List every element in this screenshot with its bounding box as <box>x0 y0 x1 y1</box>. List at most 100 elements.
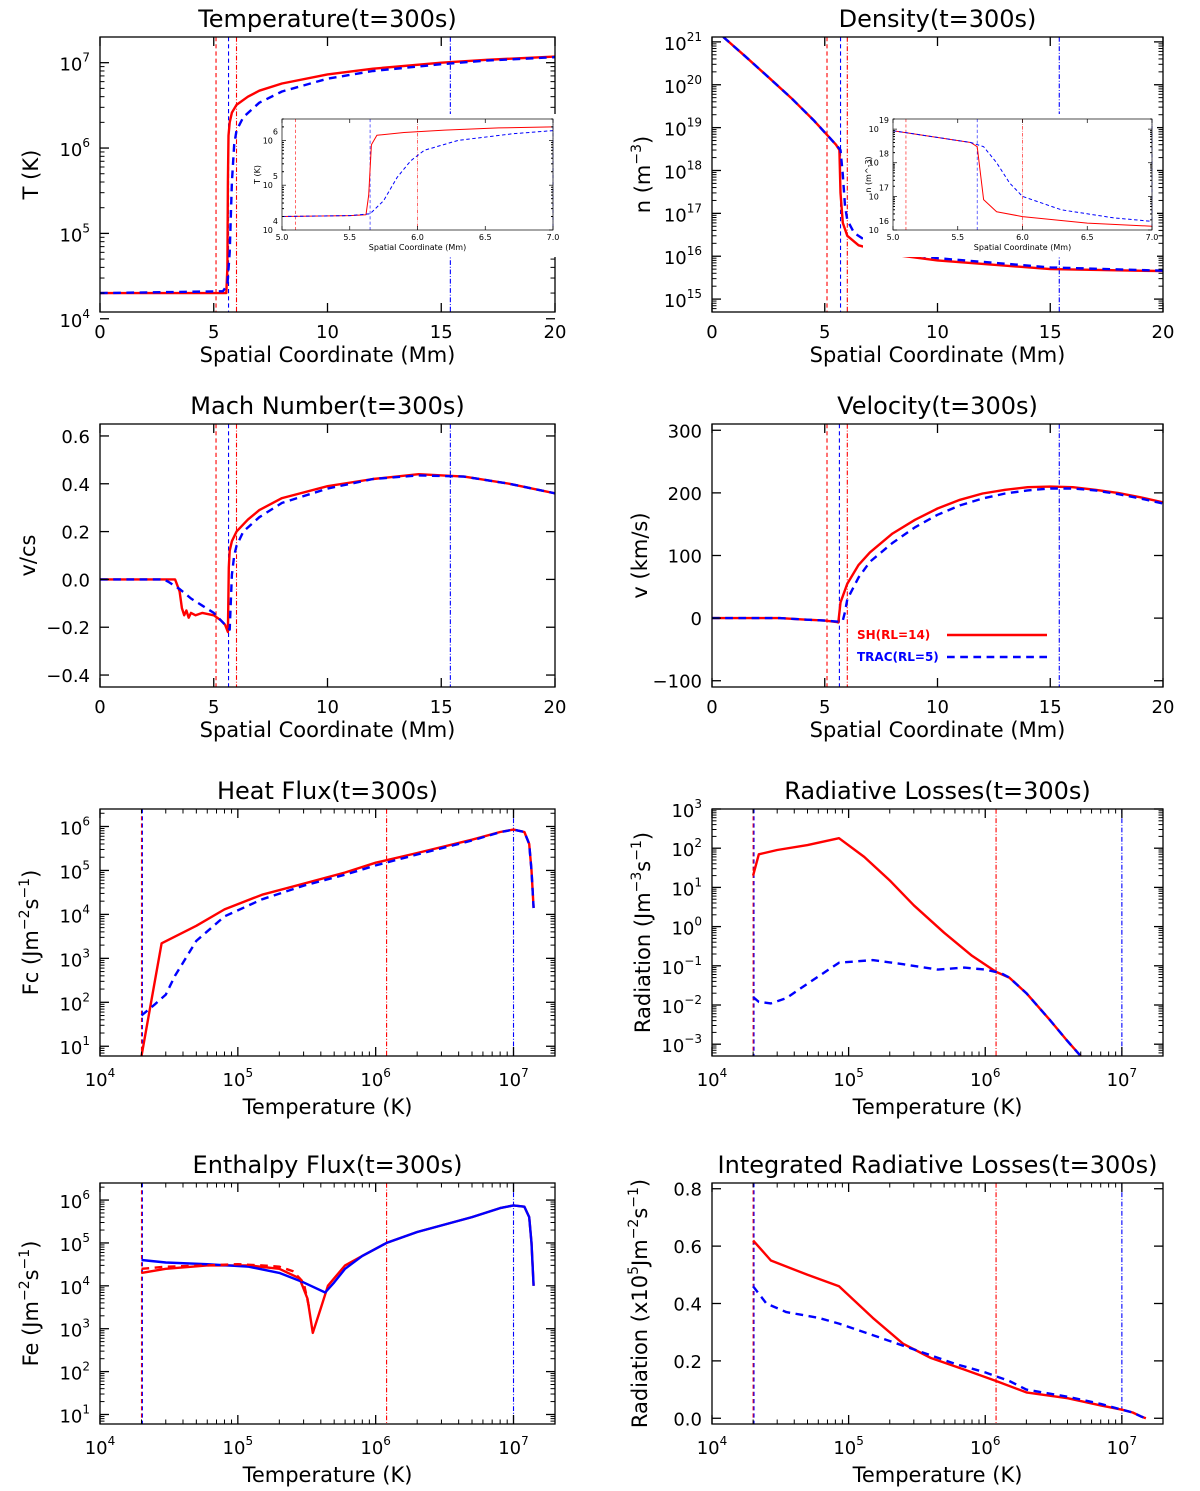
x-axis-label: Temperature (K) <box>242 1095 413 1119</box>
x-tick-label: 107 <box>498 1066 529 1091</box>
x-tick-label: 6.0 <box>411 233 424 242</box>
y-tick-label: 104 <box>59 1274 90 1299</box>
inset-y-label: n (m^-3) <box>864 156 873 192</box>
series-line-sh-rl-14- <box>712 485 1163 624</box>
y-tick-label: 105 <box>59 1231 90 1256</box>
x-tick-label: 104 <box>697 1434 728 1459</box>
x-tick-label: 106 <box>970 1066 1001 1091</box>
x-tick-label: 107 <box>1107 1434 1138 1459</box>
y-axis-label: Fc (Jm−2s−1) <box>17 870 43 996</box>
x-tick-label: 106 <box>360 1066 391 1091</box>
x-tick-label: 20 <box>1152 322 1175 343</box>
inset-background <box>863 114 1157 257</box>
y-tick-label: 1017 <box>869 183 889 201</box>
x-tick-label: 6.5 <box>1081 233 1094 242</box>
y-tick-label: 0.0 <box>673 1409 702 1430</box>
series-line-trac-rl-5- <box>100 56 555 295</box>
plot-frame <box>711 423 1164 688</box>
x-tick-label: 10 <box>926 322 949 343</box>
y-tick-label: 0.2 <box>61 523 90 544</box>
x-tick-label: 20 <box>1152 697 1175 718</box>
panel-title: Density(t=300s) <box>839 5 1037 33</box>
y-tick-label: 1019 <box>869 116 889 134</box>
panel-title: Integrated Radiative Losses(t=300s) <box>718 1151 1158 1179</box>
panel-title: Radiative Losses(t=300s) <box>784 777 1091 805</box>
y-tick-label: 101 <box>59 1034 90 1059</box>
series-line-trac-rl-5- <box>752 1285 1147 1420</box>
y-tick-label: 1017 <box>664 201 702 226</box>
y-tick-label: 105 <box>263 172 278 190</box>
x-tick-label: 105 <box>833 1066 864 1091</box>
panel-title: Velocity(t=300s) <box>837 392 1038 420</box>
inset-x-label: Spatial Coordinate (Mm) <box>369 243 466 252</box>
y-tick-label: 1020 <box>664 73 702 98</box>
panel-mach: 0 5 10 15 20 −0.4 −0.2 0.0 0.2 0.4 0.6 Mach Number(… <box>16 392 566 742</box>
y-axis-label: Fe (Jm−2s−1) <box>17 1241 43 1367</box>
y-tick-label: 105 <box>59 221 90 246</box>
panel-title: Enthalpy Flux(t=300s) <box>193 1151 463 1179</box>
y-tick-label: −0.2 <box>46 618 90 639</box>
y-tick-label: 103 <box>59 946 90 971</box>
y-axis-label: v (km/s) <box>628 512 652 598</box>
series-line-sh-rl-14- <box>141 1204 535 1335</box>
inset-x-label: Spatial Coordinate (Mm) <box>974 243 1071 252</box>
y-tick-label: −0.4 <box>46 666 90 687</box>
x-axis-label: Temperature (K) <box>852 1463 1023 1487</box>
x-tick-label: 107 <box>1107 1066 1138 1091</box>
x-tick-label: 20 <box>544 697 567 718</box>
y-tick-label: 102 <box>59 1360 90 1385</box>
panel-density: 0 5 10 15 201015101610171018101910201021Dens… <box>629 5 1174 367</box>
series-line-1 <box>893 130 1152 222</box>
inset-background <box>252 114 558 257</box>
x-tick-label: 5 <box>208 697 219 718</box>
series-line-sh-rl-14- <box>752 1239 1147 1420</box>
legend-label: SH(RL=14) <box>857 628 930 642</box>
x-tick-label: 5 <box>819 697 830 718</box>
x-tick-label: 6.0 <box>1016 233 1029 242</box>
legend: SH(RL=14) TRAC(RL=5) <box>857 628 1047 664</box>
y-tick-label: 104 <box>59 902 90 927</box>
plot-frame <box>711 808 1164 1057</box>
series-line-trac-rl-5- <box>722 37 1163 272</box>
inset-y-label: T (K) <box>253 165 262 185</box>
y-tick-label: 1015 <box>664 287 702 312</box>
y-tick-label: 200 <box>668 484 702 505</box>
y-tick-label: 300 <box>668 421 702 442</box>
panel-title: Mach Number(t=300s) <box>190 392 464 420</box>
legend-label: TRAC(RL=5) <box>857 650 939 664</box>
x-tick-label: 0 <box>706 322 717 343</box>
inset-temperature: 5.0 5.5 6.0 6.5 7.0 104 105 106 Spatial Coordina… <box>252 114 559 257</box>
x-tick-label: 15 <box>1039 322 1062 343</box>
series-line-sh-rl-14- <box>100 55 555 295</box>
y-axis-label: T (K) <box>19 150 43 201</box>
inset-density: 5.0 5.5 6.0 6.5 7.0 1016 1017 1018 1019 Spatial C… <box>863 114 1158 257</box>
x-tick-label: 10 <box>316 322 339 343</box>
y-tick-label: 0.4 <box>61 475 90 496</box>
y-tick-label: 0 <box>691 609 702 630</box>
y-tick-label: 104 <box>263 217 278 235</box>
series-line-0 <box>282 126 553 217</box>
x-tick-label: 20 <box>544 322 567 343</box>
x-tick-label: 106 <box>970 1434 1001 1459</box>
panel-velocity: 0 5 10 15 20−1000100200300Velocity(t=300s)Sp… <box>628 392 1174 742</box>
panel-title: Heat Flux(t=300s) <box>217 777 438 805</box>
series-line-trac-rl-5- <box>712 487 1163 624</box>
y-tick-label: 1018 <box>869 150 889 168</box>
x-axis-label: Spatial Coordinate (Mm) <box>810 718 1066 742</box>
panel-enthalpy: 104 105 106 107 101 102 103 104 105 106 Enthalpy F… <box>17 1151 556 1487</box>
y-tick-label: 0.6 <box>61 427 90 448</box>
x-tick-label: 5.0 <box>276 233 289 242</box>
x-tick-label: 104 <box>85 1434 116 1459</box>
x-axis-label: Spatial Coordinate (Mm) <box>200 343 456 367</box>
y-tick-label: 101 <box>59 1402 90 1427</box>
y-tick-label: 0.0 <box>61 570 90 591</box>
y-tick-label: 0.6 <box>673 1237 702 1258</box>
y-tick-label: 100 <box>671 915 702 940</box>
panel-heatflux: 104 105 106 107 101 102 103 104 105 106 Heat Flux(… <box>17 777 556 1119</box>
series-line-trac-rl-5- <box>141 1204 535 1294</box>
x-tick-label: 105 <box>833 1434 864 1459</box>
x-tick-label: 5 <box>208 322 219 343</box>
y-tick-label: 101 <box>671 875 702 900</box>
y-tick-label: 1018 <box>664 158 702 183</box>
y-tick-label: 0.4 <box>673 1295 702 1316</box>
